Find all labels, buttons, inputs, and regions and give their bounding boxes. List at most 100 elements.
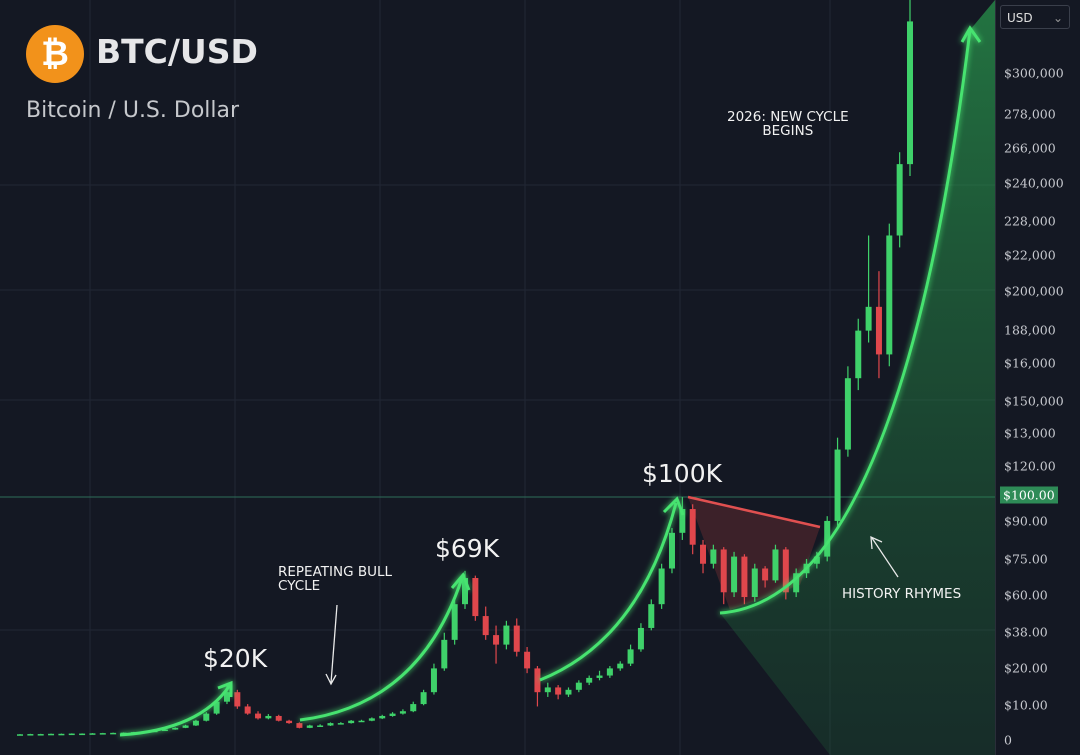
candle-body <box>275 715 282 721</box>
candle-body <box>48 733 55 736</box>
candle-body <box>824 520 831 557</box>
price-label: $10.00 <box>1004 697 1048 713</box>
candle-body <box>865 306 872 331</box>
candle-body <box>348 720 355 724</box>
price-label: $22,000 <box>1004 247 1056 263</box>
candle-body <box>782 549 789 593</box>
price-label: $90.00 <box>1004 513 1048 529</box>
candle-body <box>679 509 686 533</box>
arrows <box>119 25 982 737</box>
price-label: $150,000 <box>1004 393 1064 409</box>
candle-body <box>213 701 220 714</box>
candle-body <box>637 627 644 650</box>
candle-body <box>337 723 344 725</box>
pointer-arrows <box>325 535 899 686</box>
candles <box>17 0 913 736</box>
candle-body <box>493 635 500 645</box>
price-label: $120.00 <box>1004 458 1056 474</box>
price-label: $38.00 <box>1004 624 1048 640</box>
candle-body <box>389 713 396 716</box>
candle-body <box>327 723 334 726</box>
candle-body <box>182 725 189 728</box>
candle-body <box>741 556 748 598</box>
price-label: 188,000 <box>1004 322 1056 338</box>
candle-body <box>420 692 427 705</box>
chart <box>0 0 995 755</box>
candle-body <box>875 306 882 355</box>
candle-body <box>544 687 551 693</box>
logo: ₿ <box>26 25 84 83</box>
candle-body <box>565 689 572 695</box>
candle-body <box>68 733 75 736</box>
price-label: 228,000 <box>1004 213 1056 229</box>
annotation: $100K <box>642 459 723 488</box>
candle-body <box>172 727 179 730</box>
candle-body <box>379 715 386 719</box>
candle-body <box>462 578 468 605</box>
annotation: REPEATING BULL CYCLE <box>278 564 393 595</box>
candle-body <box>720 549 727 593</box>
candle-body <box>79 733 86 736</box>
price-label: $20.00 <box>1004 660 1048 676</box>
candle-body <box>286 720 293 724</box>
candle-body <box>896 164 903 236</box>
annotation: $69K <box>435 534 500 563</box>
candle-body <box>306 725 313 728</box>
candle-body <box>17 734 23 736</box>
candle-body <box>317 725 324 727</box>
candle-body <box>762 568 769 581</box>
candle-body <box>513 625 520 652</box>
candle-body <box>886 235 893 355</box>
price-label: $100.00 <box>1000 486 1058 504</box>
candle-body <box>451 604 458 640</box>
candle-body <box>223 692 230 702</box>
candle-body <box>99 733 106 735</box>
price-label: $300,000 <box>1004 65 1064 81</box>
price-axis: USD ⌄ $300,000 278,000 266,000 $240,000 228,0… <box>995 0 1080 755</box>
candle-body <box>596 675 603 678</box>
candle-body <box>255 713 262 719</box>
price-label: 266,000 <box>1004 140 1056 156</box>
annotation: $20K <box>203 644 268 673</box>
candle-body <box>503 625 510 645</box>
candle-body <box>648 604 655 628</box>
price-label: $13,000 <box>1004 425 1056 441</box>
candle-body <box>668 532 675 569</box>
candle-body <box>575 682 582 690</box>
candle-body <box>772 549 779 581</box>
annotation: 2026: NEW CYCLE BEGINS <box>727 109 849 140</box>
candle-body <box>296 723 303 728</box>
candle-body <box>203 713 210 721</box>
candle-body <box>658 568 665 605</box>
price-label: 0 <box>1004 732 1012 748</box>
candle-body <box>700 544 707 564</box>
instrument-name: Bitcoin / U.S. Dollar <box>26 98 240 123</box>
candle-body <box>524 651 531 669</box>
candle-body <box>244 706 251 714</box>
candle-body <box>358 720 365 723</box>
candle-body <box>855 330 862 379</box>
annotation: HISTORY RHYMES <box>842 586 962 602</box>
candle-body <box>606 668 613 676</box>
candle-body <box>555 687 562 695</box>
price-label: $16,000 <box>1004 355 1056 371</box>
candle-body <box>834 449 841 521</box>
candle-body <box>627 649 634 664</box>
candle-body <box>731 556 738 593</box>
candle-body <box>534 668 541 693</box>
price-label: $60.00 <box>1004 587 1048 603</box>
candle-body <box>482 616 489 636</box>
price-label: $75.00 <box>1004 551 1048 567</box>
candle-body <box>907 21 913 165</box>
candle-body <box>234 692 241 707</box>
candle-body <box>265 715 272 719</box>
currency: USD <box>1007 11 1033 25</box>
currency-select[interactable]: USD ⌄ <box>1000 5 1070 29</box>
candle-body <box>399 711 406 714</box>
candle-body <box>617 663 624 669</box>
candle-body <box>89 733 96 735</box>
candle-body <box>813 556 820 564</box>
candle-body <box>586 677 593 683</box>
candle-body <box>430 668 437 693</box>
candle-body <box>110 732 117 735</box>
